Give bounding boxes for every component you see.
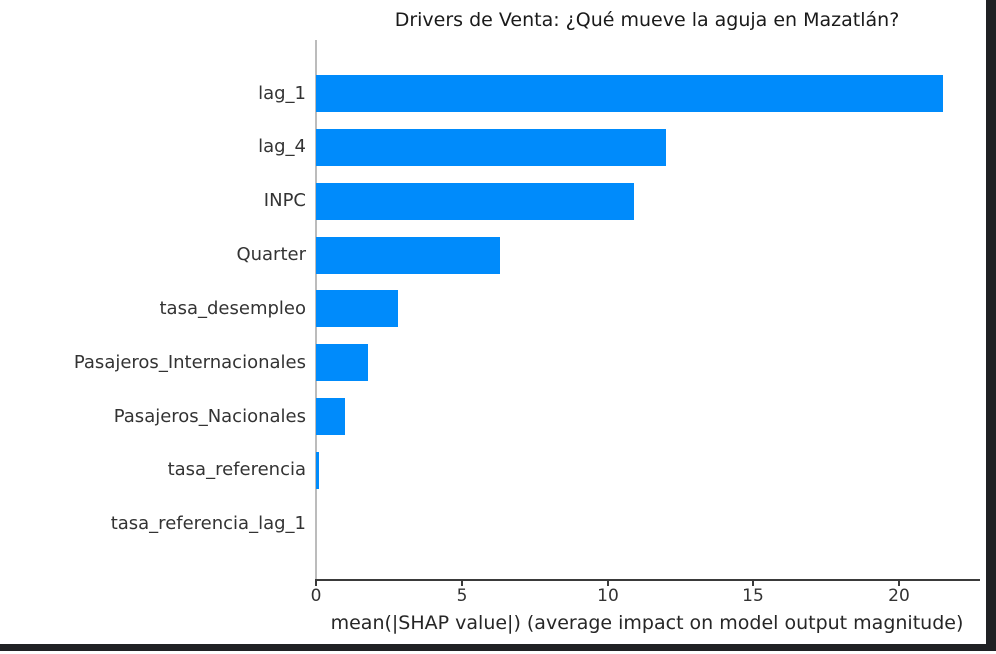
x-axis-tick-label: 5 bbox=[456, 586, 468, 606]
x-axis-tick bbox=[315, 581, 317, 586]
x-axis-tick bbox=[898, 581, 900, 586]
x-axis-tick bbox=[607, 581, 609, 586]
bar bbox=[316, 237, 500, 274]
y-axis-label: Pasajeros_Internacionales bbox=[73, 352, 306, 373]
y-axis-label: tasa_referencia bbox=[167, 459, 306, 480]
x-axis-title: mean(|SHAP value|) (average impact on mo… bbox=[330, 612, 964, 634]
x-axis-tick-label: 0 bbox=[310, 586, 322, 606]
x-axis-tick-label: 10 bbox=[597, 586, 619, 606]
bar bbox=[316, 290, 398, 327]
y-axis-label: Pasajeros_Nacionales bbox=[113, 406, 306, 427]
bar bbox=[316, 452, 319, 489]
y-axis-label: INPC bbox=[263, 190, 306, 211]
x-axis-tick bbox=[752, 581, 754, 586]
x-axis-tick-label: 20 bbox=[888, 586, 910, 606]
chart-title: Drivers de Venta: ¿Qué mueve la aguja en… bbox=[394, 9, 900, 31]
bar bbox=[316, 129, 666, 166]
y-axis-label: tasa_referencia_lag_1 bbox=[110, 513, 306, 534]
window-border-bottom bbox=[0, 644, 996, 651]
y-axis-label: tasa_desempleo bbox=[159, 298, 307, 319]
x-axis-tick bbox=[461, 581, 463, 586]
bar bbox=[316, 75, 943, 112]
x-axis-tick-label: 15 bbox=[742, 586, 764, 606]
window-border-right bbox=[986, 0, 996, 651]
bar bbox=[316, 183, 634, 220]
bar bbox=[316, 344, 368, 381]
y-axis-label: lag_1 bbox=[258, 83, 306, 104]
bar bbox=[316, 398, 345, 435]
x-axis-spine bbox=[315, 579, 980, 581]
y-axis-label: lag_4 bbox=[258, 136, 306, 157]
y-axis-label: Quarter bbox=[236, 244, 306, 265]
